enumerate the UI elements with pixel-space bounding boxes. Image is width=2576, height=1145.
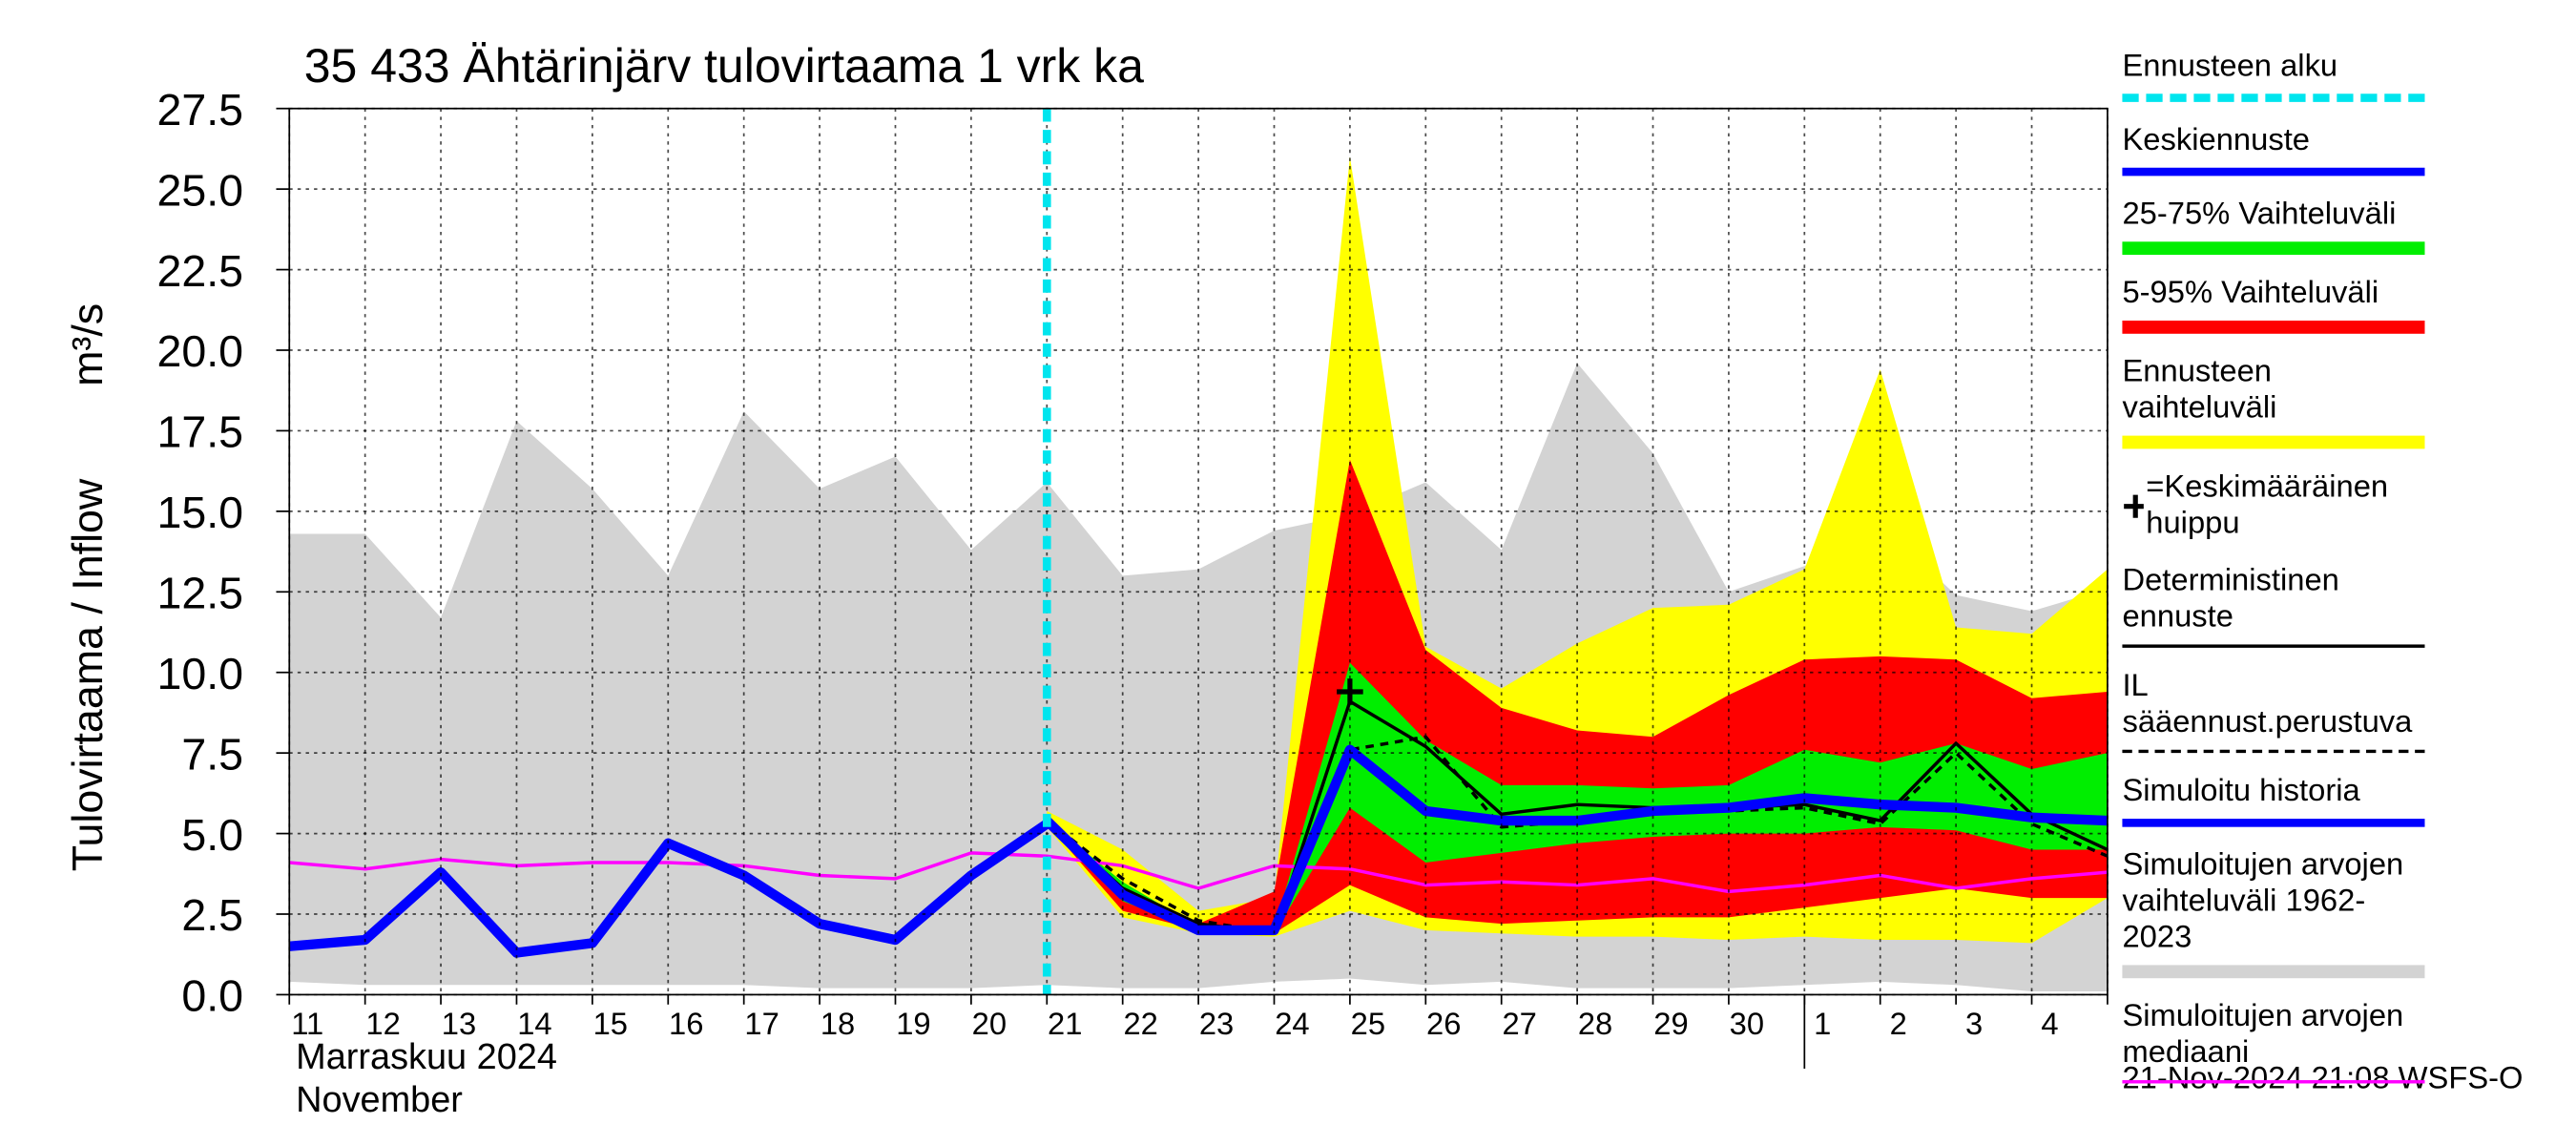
x-tick-label: 25 bbox=[1351, 1006, 1385, 1041]
x-tick-label: 18 bbox=[821, 1006, 855, 1041]
legend-sample bbox=[2122, 320, 2425, 334]
legend-sample bbox=[2122, 1080, 2425, 1084]
legend-sample bbox=[2122, 819, 2425, 827]
x-tick-label: 1 bbox=[1814, 1006, 1831, 1041]
legend-item: =Keskimääräinen huippu bbox=[2122, 470, 2434, 543]
legend-label: Ennusteen alku bbox=[2122, 49, 2338, 84]
legend-item: Simuloitujen arvojen vaihteluväli 1962-2… bbox=[2122, 848, 2434, 979]
x-tick-label: 14 bbox=[517, 1006, 551, 1041]
legend-item: Keskiennuste bbox=[2122, 123, 2434, 177]
y-tick-label: 22.5 bbox=[156, 246, 243, 296]
x-tick-label: 28 bbox=[1578, 1006, 1612, 1041]
y-tick-label: 27.5 bbox=[156, 85, 243, 135]
legend-label: Ennusteen vaihteluväli bbox=[2122, 355, 2277, 427]
legend-sample bbox=[2122, 749, 2425, 754]
legend-item: Simuloitujen arvojen mediaani bbox=[2122, 1000, 2434, 1084]
legend-item: 25-75% Vaihteluväli bbox=[2122, 197, 2434, 256]
legend-label: IL sääennust.perustuva bbox=[2122, 669, 2413, 740]
legend-label: =Keskimääräinen huippu bbox=[2122, 470, 2434, 543]
y-tick-label: 17.5 bbox=[156, 407, 243, 457]
legend-sample bbox=[2122, 644, 2425, 648]
legend-label: Simuloitujen arvojen mediaani bbox=[2122, 999, 2404, 1071]
y-axis-unit: m³/s bbox=[64, 303, 112, 386]
legend-label: Deterministinen ennuste bbox=[2122, 564, 2339, 635]
y-tick-label: 20.0 bbox=[156, 326, 243, 376]
x-tick-label: 11 bbox=[291, 1006, 323, 1041]
peak-marker bbox=[1337, 678, 1363, 705]
y-tick-label: 25.0 bbox=[156, 165, 243, 215]
timestamp: 21-Nov-2024 21:08 WSFS-O bbox=[2122, 1060, 2523, 1095]
x-tick-label: 21 bbox=[1048, 1006, 1082, 1041]
x-tick-label: 12 bbox=[365, 1006, 400, 1041]
legend-item: Deterministinen ennuste bbox=[2122, 564, 2434, 648]
legend-label: 25-75% Vaihteluväli bbox=[2122, 197, 2397, 232]
x-tick-label: 2 bbox=[1890, 1006, 1907, 1041]
legend-sample bbox=[2122, 435, 2425, 449]
x-tick-label: 27 bbox=[1502, 1006, 1536, 1041]
x-tick-label: 19 bbox=[896, 1006, 930, 1041]
legend-item: Simuloitu historia bbox=[2122, 775, 2434, 827]
legend-label: 5-95% Vaihteluväli bbox=[2122, 276, 2379, 311]
legend-item: Ennusteen alku bbox=[2122, 50, 2434, 102]
legend-label: Simuloitujen arvojen vaihteluväli 1962-2… bbox=[2122, 848, 2404, 956]
x-tick-label: 17 bbox=[744, 1006, 779, 1041]
legend: Ennusteen alku Keskiennuste 25-75% Vaihtel… bbox=[2122, 50, 2434, 1105]
chart-title: 35 433 Ähtärinjärv tulovirtaama 1 vrk ka bbox=[304, 39, 1144, 93]
month-label: Marraskuu 2024 bbox=[296, 1037, 557, 1077]
month-label: November bbox=[296, 1080, 463, 1120]
peak-icon bbox=[2124, 494, 2145, 518]
y-axis-label: Tulovirtaama / Inflow bbox=[64, 478, 112, 871]
x-tick-label: 20 bbox=[972, 1006, 1007, 1041]
y-tick-label: 5.0 bbox=[181, 810, 243, 860]
x-tick-label: 26 bbox=[1426, 1006, 1461, 1041]
x-tick-label: 30 bbox=[1730, 1006, 1764, 1041]
legend-sample bbox=[2122, 241, 2425, 256]
y-tick-label: 0.0 bbox=[181, 971, 243, 1021]
x-tick-label: 22 bbox=[1123, 1006, 1157, 1041]
legend-item: Ennusteen vaihteluväli bbox=[2122, 355, 2434, 449]
y-tick-label: 7.5 bbox=[181, 729, 243, 779]
legend-item: IL sääennust.perustuva bbox=[2122, 669, 2434, 754]
y-tick-label: 2.5 bbox=[181, 890, 243, 940]
legend-item: 5-95% Vaihteluväli bbox=[2122, 276, 2434, 334]
x-tick-label: 23 bbox=[1199, 1006, 1234, 1041]
legend-sample bbox=[2122, 94, 2425, 102]
legend-label: Keskiennuste bbox=[2122, 123, 2311, 158]
x-tick-label: 13 bbox=[442, 1006, 476, 1041]
y-tick-label: 15.0 bbox=[156, 488, 243, 537]
legend-sample bbox=[2122, 965, 2425, 979]
x-tick-label: 29 bbox=[1653, 1006, 1688, 1041]
x-tick-label: 4 bbox=[2041, 1006, 2058, 1041]
series-line bbox=[1043, 744, 2108, 936]
legend-sample bbox=[2122, 167, 2425, 177]
series-line bbox=[289, 851, 2108, 894]
legend-label: Simuloitu historia bbox=[2122, 774, 2360, 809]
x-tick-label: 16 bbox=[669, 1006, 703, 1041]
x-tick-label: 15 bbox=[593, 1006, 628, 1041]
y-tick-label: 10.0 bbox=[156, 649, 243, 698]
x-tick-label: 3 bbox=[1965, 1006, 1983, 1041]
x-tick-label: 24 bbox=[1275, 1006, 1309, 1041]
y-tick-label: 12.5 bbox=[156, 569, 243, 618]
